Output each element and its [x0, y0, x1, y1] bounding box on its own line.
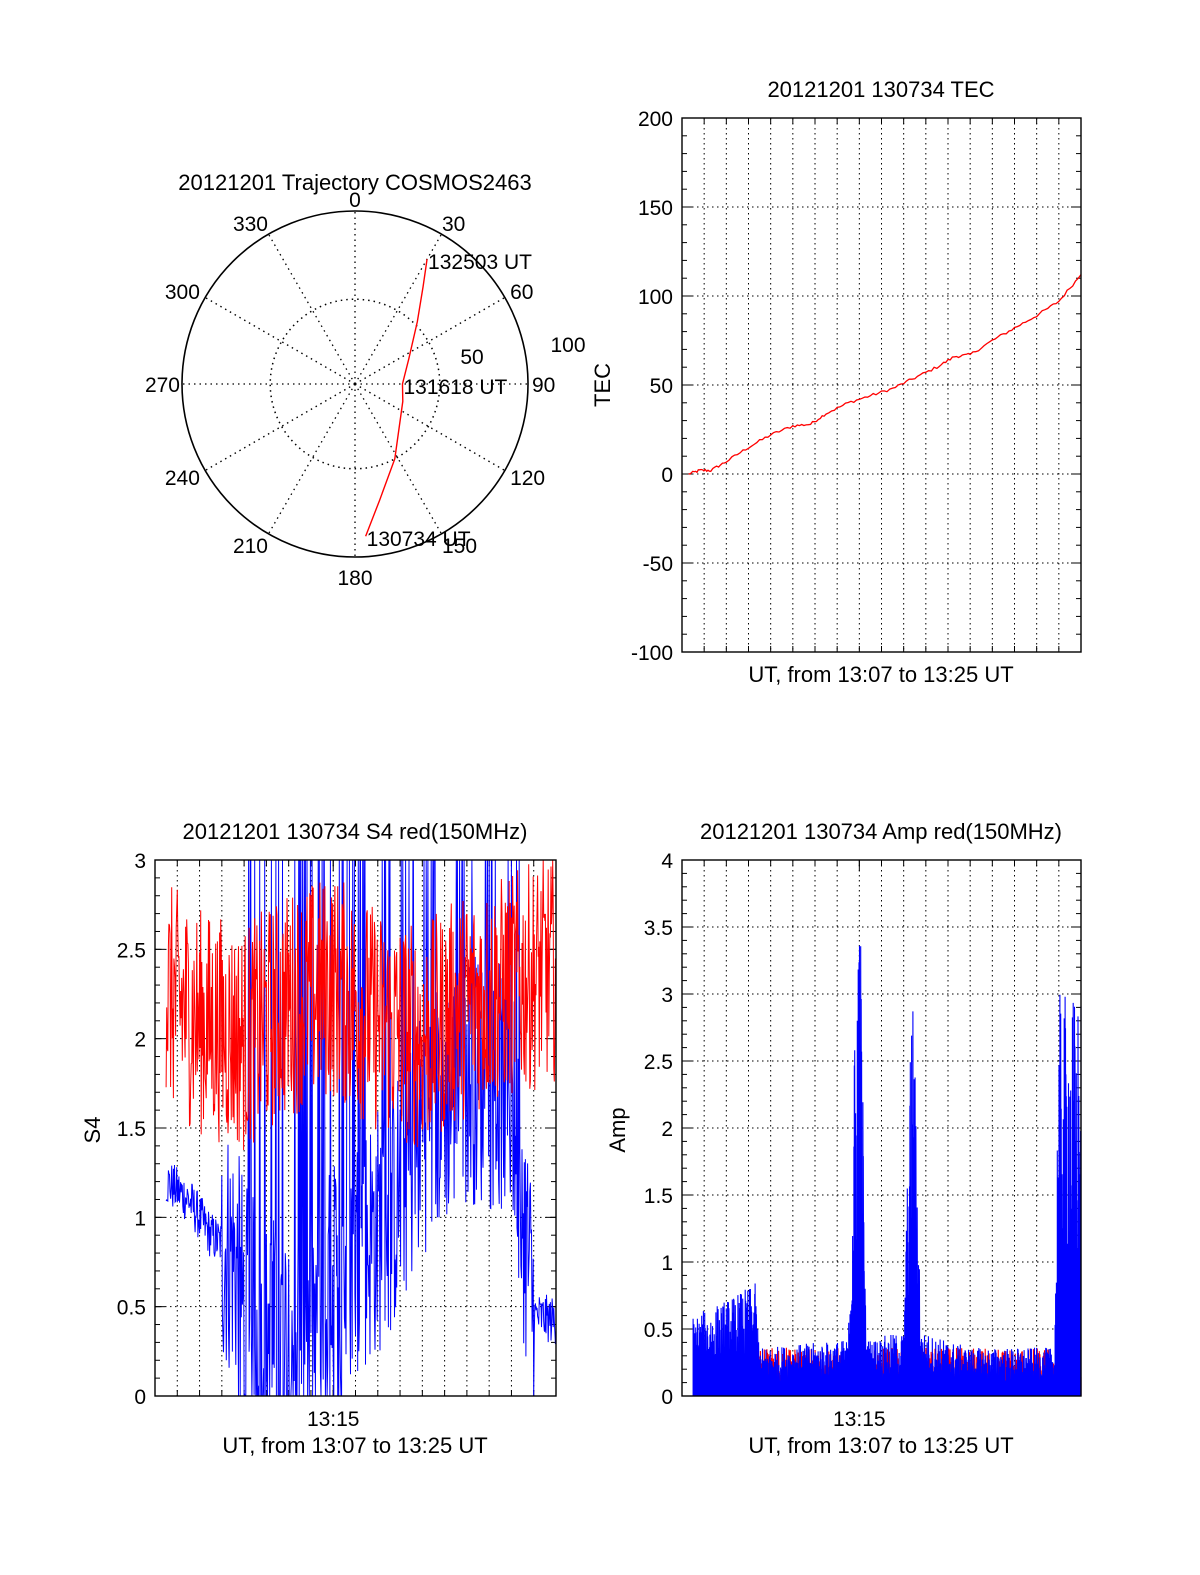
trajectory-time-label: 131618 UT	[403, 376, 507, 399]
tec-series-line	[688, 274, 1082, 475]
amp-ytick-label: 0	[661, 1386, 673, 1409]
tec-frame	[681, 117, 1082, 653]
polar-outer-circle	[181, 210, 529, 558]
trajectory-title: 20121201 Trajectory COSMOS2463	[178, 170, 531, 195]
radial-label: 50	[460, 346, 483, 369]
polar-spoke	[204, 383, 356, 472]
amp-ytick-label: 4	[661, 850, 673, 873]
tec-title: 20121201 130734 TEC	[767, 77, 994, 102]
polar-spoke	[267, 383, 356, 535]
s4-ytick-label: 1	[134, 1207, 146, 1230]
s4-ytick-label: 1.5	[117, 1118, 146, 1141]
azimuth-label: 210	[233, 535, 268, 558]
s4-xlabel: UT, from 13:07 to 13:25 UT	[222, 1433, 487, 1458]
amp-ytick-label: 3	[661, 984, 673, 1007]
s4-chart: 20121201 130734 S4 red(150MHz) UT, from …	[80, 819, 557, 1458]
amp-ytick-label: 0.5	[644, 1319, 673, 1342]
amp-xtick-label: 13:15	[833, 1408, 886, 1431]
azimuth-label: 240	[165, 467, 200, 490]
amp-ytick-label: 1	[661, 1252, 673, 1275]
trajectory-time-label: 132503 UT	[428, 251, 532, 274]
trajectory-polar-chart: 20121201 Trajectory COSMOS2463 0 30 60 90 12…	[145, 170, 586, 590]
polar-spoke	[354, 233, 443, 385]
amp-ytick-label: 1.5	[644, 1185, 673, 1208]
azimuth-label: 0	[349, 189, 361, 212]
s4-title: 20121201 130734 S4 red(150MHz)	[183, 819, 528, 844]
amp-xlabel: UT, from 13:07 to 13:25 UT	[748, 1433, 1013, 1458]
amp-chart: 20121201 130734 Amp red(150MHz) UT, from…	[605, 819, 1082, 1458]
tec-ylabel: TEC	[590, 363, 615, 407]
s4-ytick-label: 2.5	[117, 939, 146, 962]
azimuth-label: 60	[510, 281, 533, 304]
amp-series-blue	[692, 945, 1082, 1397]
azimuth-label: 90	[532, 374, 555, 397]
s4-ytick-label: 0	[134, 1386, 146, 1409]
polar-spoke	[354, 383, 443, 535]
s4-frame	[154, 859, 557, 1397]
trajectory-line	[364, 259, 428, 537]
amp-ytick-label: 2.5	[644, 1051, 673, 1074]
s4-ylabel: S4	[80, 1117, 105, 1144]
amp-ylabel: Amp	[605, 1107, 630, 1152]
s4-series-red	[165, 859, 557, 1151]
polar-spoke	[204, 296, 356, 385]
amp-frame	[681, 859, 1082, 1397]
tec-ytick-label: 50	[650, 375, 673, 398]
tec-ytick-label: 0	[661, 464, 673, 487]
s4-series-blue	[165, 859, 557, 1397]
amp-ytick-label: 2	[661, 1118, 673, 1141]
azimuth-label: 180	[337, 567, 372, 590]
tec-ytick-label: 150	[638, 197, 673, 220]
tec-xlabel: UT, from 13:07 to 13:25 UT	[748, 662, 1013, 687]
s4-ytick-label: 0.5	[117, 1297, 146, 1320]
azimuth-label: 120	[510, 467, 545, 490]
tec-ytick-label: 200	[638, 108, 673, 131]
tec-ytick-label: -50	[643, 553, 673, 576]
polar-spoke	[267, 233, 356, 385]
amp-ytick-label: 3.5	[644, 917, 673, 940]
polar-spoke	[354, 296, 506, 385]
s4-ytick-label: 3	[134, 850, 146, 873]
polar-spoke	[354, 383, 506, 472]
azimuth-label: 330	[233, 213, 268, 236]
azimuth-label: 30	[442, 213, 465, 236]
tec-chart: 20121201 130734 TEC UT, from 13:07 to 13…	[590, 77, 1082, 687]
radial-label: 100	[550, 334, 585, 357]
s4-xtick-label: 13:15	[307, 1408, 360, 1431]
tec-ytick-label: 100	[638, 286, 673, 309]
azimuth-label: 270	[145, 374, 180, 397]
polar-grid-circle	[269, 298, 441, 470]
s4-ytick-label: 2	[134, 1029, 146, 1052]
azimuth-label: 300	[165, 281, 200, 304]
trajectory-time-label: 130734 UT	[367, 528, 471, 551]
azimuth-label: 150	[442, 535, 477, 558]
amp-title: 20121201 130734 Amp red(150MHz)	[700, 819, 1062, 844]
tec-ytick-label: -100	[631, 642, 673, 665]
